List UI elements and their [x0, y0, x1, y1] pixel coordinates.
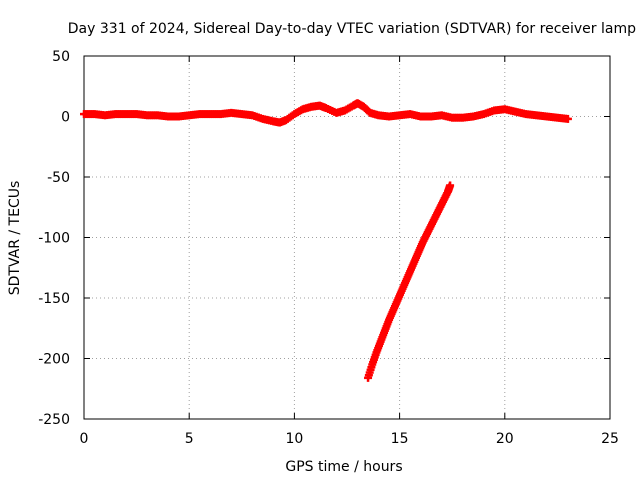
y-tick-label: -250 [38, 412, 70, 428]
y-tick-label: -200 [38, 352, 70, 368]
x-tick-label: 10 [285, 431, 303, 447]
y-tick-label: 0 [61, 110, 70, 126]
y-tick-label: -100 [38, 231, 70, 247]
y-axis-label: SDTVAR / TECUs [7, 181, 23, 296]
x-tick-label: 15 [391, 431, 409, 447]
x-axis-label: GPS time / hours [285, 459, 402, 475]
chart-title: Day 331 of 2024, Sidereal Day-to-day VTE… [68, 21, 636, 37]
y-tick-label: 50 [52, 49, 70, 65]
axis-ticks: 0 5 10 15 20 25 50 0 -50 -100 -150 -200 -250 [38, 49, 619, 447]
data-point [446, 181, 455, 190]
y-tick-label: -150 [38, 291, 70, 307]
y-tick-label: -50 [47, 170, 70, 186]
x-tick-label: 0 [80, 431, 89, 447]
data-series [80, 99, 572, 382]
x-tick-label: 20 [496, 431, 514, 447]
data-point [563, 114, 572, 123]
x-tick-label: 25 [601, 431, 619, 447]
x-tick-label: 5 [185, 431, 194, 447]
